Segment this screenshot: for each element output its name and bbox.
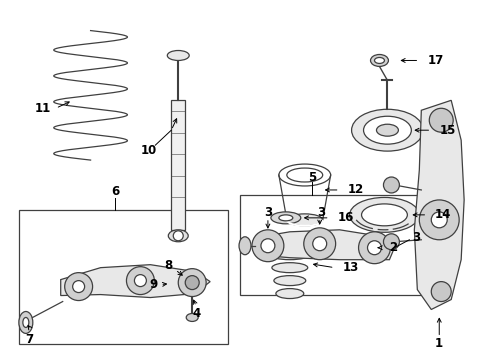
- Text: 5: 5: [307, 171, 315, 184]
- Circle shape: [383, 177, 399, 193]
- Circle shape: [430, 212, 447, 228]
- Text: 14: 14: [433, 208, 450, 221]
- Text: 6: 6: [111, 185, 120, 198]
- Bar: [171, 100, 185, 230]
- Text: 3: 3: [411, 231, 420, 244]
- Text: 2: 2: [388, 241, 397, 254]
- Ellipse shape: [273, 276, 305, 285]
- Ellipse shape: [168, 230, 188, 242]
- Text: 12: 12: [347, 184, 363, 197]
- Text: 1: 1: [434, 337, 443, 350]
- Circle shape: [186, 276, 198, 289]
- Text: 11: 11: [35, 102, 51, 115]
- Text: 16: 16: [337, 211, 353, 224]
- Ellipse shape: [19, 311, 33, 333]
- Ellipse shape: [167, 50, 189, 60]
- Circle shape: [303, 228, 335, 260]
- Circle shape: [358, 232, 389, 264]
- Polygon shape: [413, 100, 463, 310]
- Ellipse shape: [349, 197, 419, 232]
- Ellipse shape: [269, 250, 309, 260]
- Ellipse shape: [275, 289, 303, 298]
- Circle shape: [430, 282, 450, 302]
- Circle shape: [419, 200, 458, 240]
- Text: 13: 13: [342, 261, 358, 274]
- Circle shape: [73, 280, 84, 293]
- Ellipse shape: [23, 318, 29, 328]
- Circle shape: [185, 276, 199, 289]
- Ellipse shape: [370, 54, 387, 67]
- Circle shape: [367, 241, 381, 255]
- Ellipse shape: [278, 215, 292, 221]
- Ellipse shape: [374, 58, 384, 63]
- Ellipse shape: [363, 116, 410, 144]
- Circle shape: [178, 269, 206, 297]
- Ellipse shape: [270, 212, 300, 224]
- Polygon shape: [61, 265, 210, 298]
- Ellipse shape: [351, 109, 423, 151]
- Circle shape: [173, 231, 183, 241]
- Circle shape: [428, 108, 452, 132]
- Text: 3: 3: [264, 206, 271, 219]
- Text: 3: 3: [317, 206, 325, 219]
- Text: 9: 9: [149, 278, 157, 291]
- Text: 15: 15: [438, 124, 455, 137]
- Circle shape: [383, 234, 399, 250]
- Bar: [19, 210, 227, 345]
- Ellipse shape: [239, 237, 250, 255]
- Bar: [240, 195, 424, 294]
- Circle shape: [312, 237, 326, 251]
- Ellipse shape: [271, 263, 307, 273]
- Circle shape: [64, 273, 92, 301]
- Circle shape: [261, 239, 274, 253]
- Circle shape: [134, 275, 146, 287]
- Text: 4: 4: [192, 307, 200, 320]
- Circle shape: [251, 230, 283, 262]
- Polygon shape: [254, 230, 394, 260]
- Text: 7: 7: [25, 333, 33, 346]
- Ellipse shape: [361, 204, 407, 226]
- Text: 8: 8: [164, 259, 172, 272]
- Ellipse shape: [186, 314, 198, 321]
- Text: 17: 17: [427, 54, 443, 67]
- Circle shape: [126, 267, 154, 294]
- Ellipse shape: [376, 124, 398, 136]
- Ellipse shape: [286, 214, 322, 226]
- Text: 10: 10: [140, 144, 156, 157]
